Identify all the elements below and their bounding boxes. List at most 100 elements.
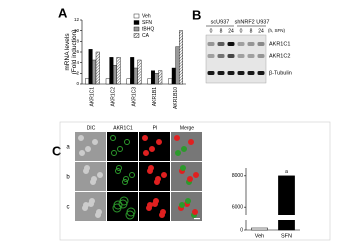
cell <box>96 209 102 215</box>
cell <box>110 135 116 141</box>
bar <box>158 70 163 85</box>
row-label: b <box>66 175 70 181</box>
blot-band <box>227 42 235 46</box>
cell <box>117 146 123 152</box>
y-tick-label: 2 <box>76 71 79 76</box>
cell <box>193 172 199 178</box>
blot-band <box>247 42 255 46</box>
legend-label: SFN <box>142 20 152 26</box>
legend-swatch <box>133 20 140 25</box>
blot-band <box>237 54 245 58</box>
column-label: AKR1C1 <box>113 125 133 131</box>
row-label: c <box>67 205 70 211</box>
blot-membrane <box>205 34 267 84</box>
cell <box>160 209 166 215</box>
micrograph <box>107 162 138 191</box>
cell <box>126 207 136 217</box>
cell <box>83 202 89 208</box>
lane-label: 0 <box>210 28 213 34</box>
row-label: a <box>66 145 70 151</box>
cell <box>89 198 95 204</box>
y-tick-label: 8 <box>76 39 79 44</box>
bar <box>105 78 110 85</box>
legend-label: CA <box>142 33 150 39</box>
y-axis-label-line: (Fold induction) <box>71 30 78 75</box>
micrograph <box>107 132 138 161</box>
y-tick-label: 4 <box>76 60 79 65</box>
cell <box>97 172 103 178</box>
column-label: PI <box>153 125 158 131</box>
cell <box>187 176 193 182</box>
panel-frame <box>59 121 331 241</box>
cell <box>180 165 186 171</box>
bar <box>126 78 131 85</box>
legend-swatch <box>133 13 140 19</box>
group-label: scU937 <box>211 19 230 25</box>
panel-label: B <box>192 7 201 22</box>
cell <box>123 176 129 182</box>
group-label: shNRF2 U937 <box>235 19 270 25</box>
x-tick-label: SFN <box>281 233 292 239</box>
bar <box>147 78 152 85</box>
x-tick-label: AKR1C2 <box>111 87 117 107</box>
x-tick-label: AKR1C1 <box>90 87 96 107</box>
y-tick-label: 6000 <box>232 204 243 210</box>
y-tick-label: 10 <box>74 28 80 33</box>
column-label: DIC <box>87 125 96 131</box>
axis-break-gap <box>277 215 296 220</box>
blot-band <box>257 71 265 75</box>
cell <box>78 135 84 141</box>
bar <box>133 67 138 85</box>
cell <box>181 146 187 152</box>
y-tick-label: 8000 <box>232 173 243 179</box>
blot-band <box>207 54 215 58</box>
legend-label: tBHQ <box>142 26 154 32</box>
cell <box>179 202 185 208</box>
cell <box>174 135 180 141</box>
blot-band <box>257 54 265 58</box>
y-axis-label-line: mRNA levels <box>64 33 71 71</box>
bar <box>137 59 142 85</box>
y-tick-label: 0 <box>76 81 79 86</box>
bar <box>92 59 97 85</box>
cell <box>161 172 167 178</box>
blot-band <box>217 54 225 58</box>
cell <box>129 172 135 178</box>
blot-band <box>227 54 235 58</box>
blot-band <box>207 42 215 46</box>
cell <box>91 176 97 182</box>
lane-label: 0 <box>240 28 243 34</box>
cell <box>116 165 122 171</box>
cell <box>153 198 159 204</box>
blot-band <box>247 71 255 75</box>
panel-label: C <box>52 143 62 158</box>
bar <box>251 227 268 231</box>
lane-label: 24 <box>258 28 264 34</box>
bar <box>175 46 180 85</box>
cell <box>142 135 148 141</box>
legend-label: Veh <box>142 13 151 19</box>
cell <box>192 209 198 215</box>
annotation: a <box>285 169 288 175</box>
bar <box>84 78 89 85</box>
time-label: (h, SFN) <box>268 28 286 33</box>
blot-band <box>217 42 225 46</box>
cell <box>156 139 162 145</box>
cell <box>124 139 130 145</box>
cell <box>79 150 85 156</box>
scale-bar <box>194 218 200 220</box>
lane-label: 8 <box>220 28 223 34</box>
bar <box>150 70 155 85</box>
bar <box>116 57 121 85</box>
cell <box>111 150 117 156</box>
cell <box>155 176 161 182</box>
cell <box>149 146 155 152</box>
bar <box>171 67 176 85</box>
legend-swatch <box>133 26 140 32</box>
cell <box>148 165 154 171</box>
blot-band <box>237 71 245 75</box>
y-tick-label: 0 <box>240 227 243 233</box>
cell <box>188 139 194 145</box>
y-tick-label: 12 <box>74 17 80 22</box>
